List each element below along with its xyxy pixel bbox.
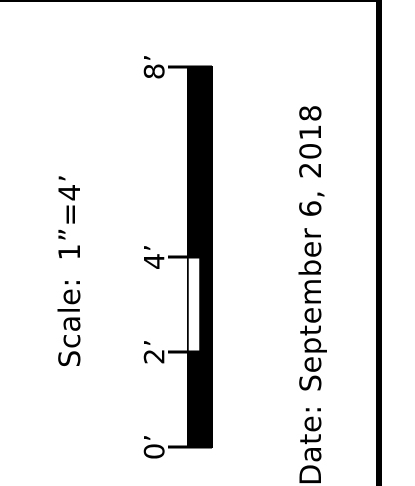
scale-value: 1”=4’ [53, 173, 87, 262]
scale-tick-label: 0’ [138, 434, 171, 461]
date-line: Date: September 6, 2018 [294, 103, 328, 486]
scale-bar-segment-dark [200, 257, 212, 352]
scale-bar-segment-light [187, 256, 201, 353]
date-label: Date: [294, 404, 328, 486]
scale-label: Scale: [53, 277, 87, 368]
graphic-scale-bar: 0’ 2’ 4’ 8’ [138, 54, 213, 460]
sheet-border-right [376, 0, 382, 486]
scale-line: Scale: 1”=4’ [53, 173, 87, 368]
scale-bar-segment-solid [188, 67, 212, 257]
scale-tick-label: 2’ [138, 339, 171, 366]
sheet-border-top [0, 0, 382, 2]
scale-tick-label: 4’ [138, 244, 171, 271]
date-value: September 6, 2018 [294, 103, 328, 393]
scale-tick-label: 8’ [138, 54, 171, 81]
scale-bar-segment-solid [188, 352, 212, 447]
